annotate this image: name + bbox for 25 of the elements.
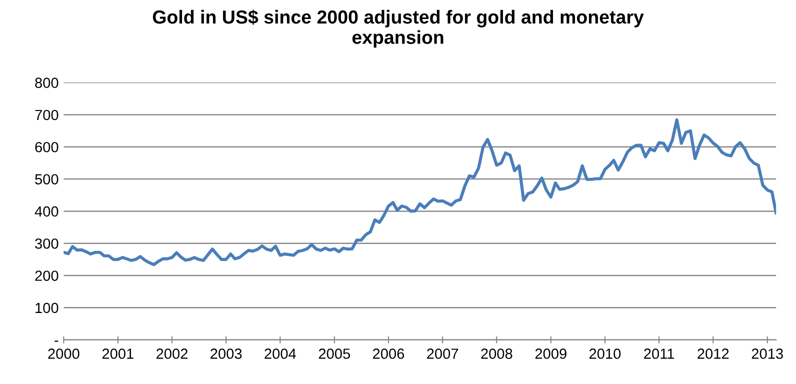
y-tick-label: 600	[35, 142, 58, 152]
y-tick-label: 400	[34, 206, 58, 217]
x-tick-label: 2013	[752, 348, 783, 359]
x-tick-label: 2002	[156, 348, 188, 359]
x-tick-label: 2010	[589, 348, 621, 359]
y-tick-label: -	[54, 340, 58, 342]
x-tick-label: 2011	[644, 348, 674, 359]
x-tick-label: 2005	[318, 348, 350, 359]
x-tick-label: 2009	[535, 348, 566, 359]
y-tick-label: 200	[35, 270, 58, 281]
x-tick-label: 2003	[210, 348, 242, 359]
y-tick-label: 700	[35, 110, 58, 120]
x-tick-label: 2004	[264, 348, 296, 359]
x-tick-label: 2008	[481, 348, 512, 359]
x-tick-label: 2007	[427, 348, 458, 359]
x-tick-label: 2012	[698, 348, 729, 359]
line-series	[64, 118, 776, 266]
y-tick-label: 800	[35, 78, 58, 88]
x-tick-label: 2006	[372, 348, 404, 359]
y-tick-label: 500	[35, 174, 58, 184]
x-tick-label: 2001	[102, 348, 134, 359]
chart-title: Gold in US$ since 2000 adjusted for gold and monetary expansion	[152, 10, 644, 48]
y-tick-label: 100	[36, 302, 58, 314]
x-tick-label: 2000	[48, 348, 80, 359]
y-tick-label: 300	[35, 238, 58, 249]
